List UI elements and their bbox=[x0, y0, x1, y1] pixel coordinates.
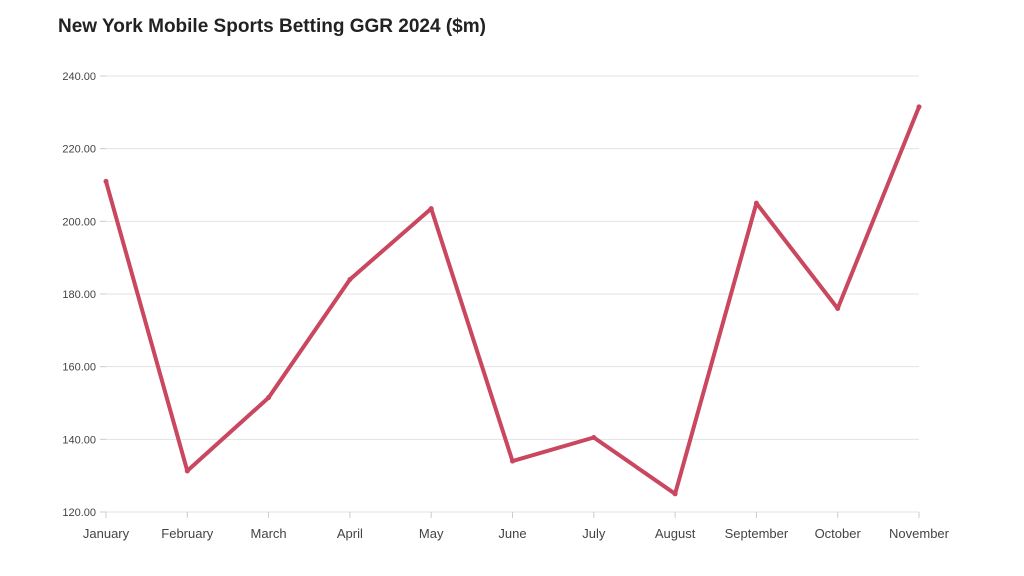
x-tick-label: May bbox=[419, 526, 444, 541]
series-layer bbox=[103, 104, 922, 497]
y-tick-label: 160.00 bbox=[62, 362, 96, 374]
y-axis: 120.00 140.00 160.00 180.00 200.00 220.00 240.… bbox=[62, 71, 106, 519]
x-tick-label: September bbox=[725, 526, 789, 541]
data-point[interactable] bbox=[184, 468, 190, 474]
data-point[interactable] bbox=[591, 435, 597, 441]
data-point[interactable] bbox=[428, 206, 434, 212]
x-tick-label: August bbox=[655, 526, 696, 541]
x-tick-label: February bbox=[161, 526, 214, 541]
series-line bbox=[104, 104, 921, 496]
data-point[interactable] bbox=[266, 395, 272, 401]
x-tick-label: July bbox=[582, 526, 606, 541]
gridlines bbox=[106, 75, 919, 513]
y-tick-label: 120.00 bbox=[62, 507, 96, 519]
x-tick-label: June bbox=[498, 526, 526, 541]
data-point[interactable] bbox=[347, 276, 353, 282]
x-tick-label: March bbox=[251, 526, 287, 541]
data-point[interactable] bbox=[103, 178, 109, 184]
x-tick-label: October bbox=[815, 526, 862, 541]
data-point[interactable] bbox=[672, 491, 678, 497]
data-point[interactable] bbox=[916, 104, 922, 110]
data-point[interactable] bbox=[753, 200, 759, 206]
data-point[interactable] bbox=[510, 458, 515, 464]
x-axis: January February March April May June July Augu… bbox=[83, 512, 950, 541]
y-tick-label: 220.00 bbox=[62, 144, 96, 156]
y-tick-label: 200.00 bbox=[62, 216, 96, 228]
data-point[interactable] bbox=[835, 306, 841, 312]
y-tick-label: 180.00 bbox=[62, 289, 96, 301]
chart-title: New York Mobile Sports Betting GGR 2024 … bbox=[58, 16, 486, 37]
x-tick-label: November bbox=[889, 526, 950, 541]
x-tick-label: January bbox=[83, 526, 130, 541]
x-tick-label: April bbox=[337, 526, 363, 541]
y-tick-label: 140.00 bbox=[62, 434, 96, 446]
y-tick-label: 240.00 bbox=[62, 71, 96, 83]
